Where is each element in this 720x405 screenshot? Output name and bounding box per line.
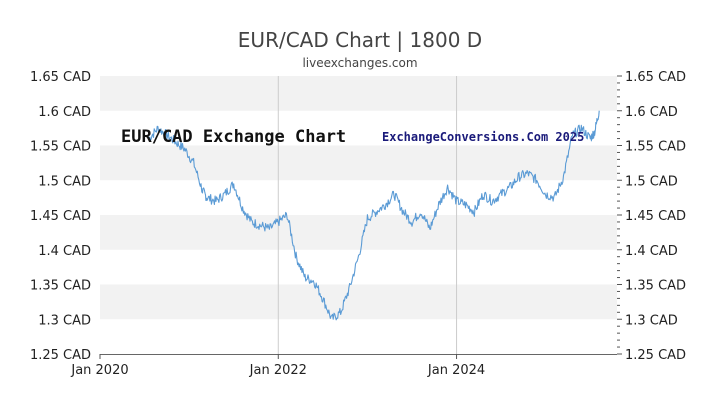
grid-band <box>100 284 617 320</box>
y-tick-label-left: 1.3 CAD <box>38 313 91 328</box>
chart-watermark-title: EUR/CAD Exchange Chart <box>121 127 346 147</box>
grid-band <box>100 180 617 215</box>
plot-background-bands <box>100 76 617 354</box>
y-tick-label-right: 1.35 CAD <box>625 279 686 294</box>
y-tick-label-right: 1.3 CAD <box>625 313 678 328</box>
x-axis: Jan 2020 Jan 2022 Jan 2024 <box>70 354 485 378</box>
y-axis-left: 1.25 CAD 1.3 CAD 1.35 CAD 1.4 CAD 1.45 CAD 1.… <box>30 70 91 363</box>
chart-watermark-source: ExchangeConversions.Com 2025 <box>382 130 584 144</box>
y-tick-label-left: 1.5 CAD <box>38 174 91 189</box>
x-tick-label: Jan 2024 <box>427 363 485 378</box>
chart-title: EUR/CAD Chart | 1800 D <box>238 28 482 52</box>
x-tick-label: Jan 2022 <box>249 363 307 378</box>
y-tick-label-right: 1.6 CAD <box>625 105 678 120</box>
y-tick-label-left: 1.55 CAD <box>30 140 91 155</box>
y-tick-label-left: 1.45 CAD <box>30 209 91 224</box>
y-tick-label-left: 1.6 CAD <box>38 105 91 120</box>
vertical-grid-lines <box>277 76 458 354</box>
y-tick-label-right: 1.25 CAD <box>625 348 686 363</box>
y-tick-label-left: 1.65 CAD <box>30 70 91 85</box>
y-tick-label-left: 1.4 CAD <box>38 244 91 259</box>
grid-band <box>100 76 617 111</box>
eur-cad-series-line <box>148 110 600 321</box>
y-tick-label-right: 1.4 CAD <box>625 244 678 259</box>
x-tick-label: Jan 2020 <box>70 363 128 378</box>
y-tick-label-right: 1.5 CAD <box>625 174 678 189</box>
grid-band <box>100 319 617 354</box>
grid-band <box>100 145 617 181</box>
y-tick-label-right: 1.45 CAD <box>625 209 686 224</box>
y-tick-label-left: 1.25 CAD <box>30 348 91 363</box>
grid-band <box>100 215 617 250</box>
grid-band <box>100 110 617 146</box>
y-tick-label-right: 1.65 CAD <box>625 70 686 85</box>
y-tick-label-right: 1.55 CAD <box>625 140 686 155</box>
y-tick-label-left: 1.35 CAD <box>30 279 91 294</box>
chart-subtitle: liveexchanges.com <box>302 56 417 70</box>
y-axis-right: 1.25 CAD 1.3 CAD 1.35 CAD 1.4 CAD 1.45 CAD 1.… <box>617 70 686 363</box>
